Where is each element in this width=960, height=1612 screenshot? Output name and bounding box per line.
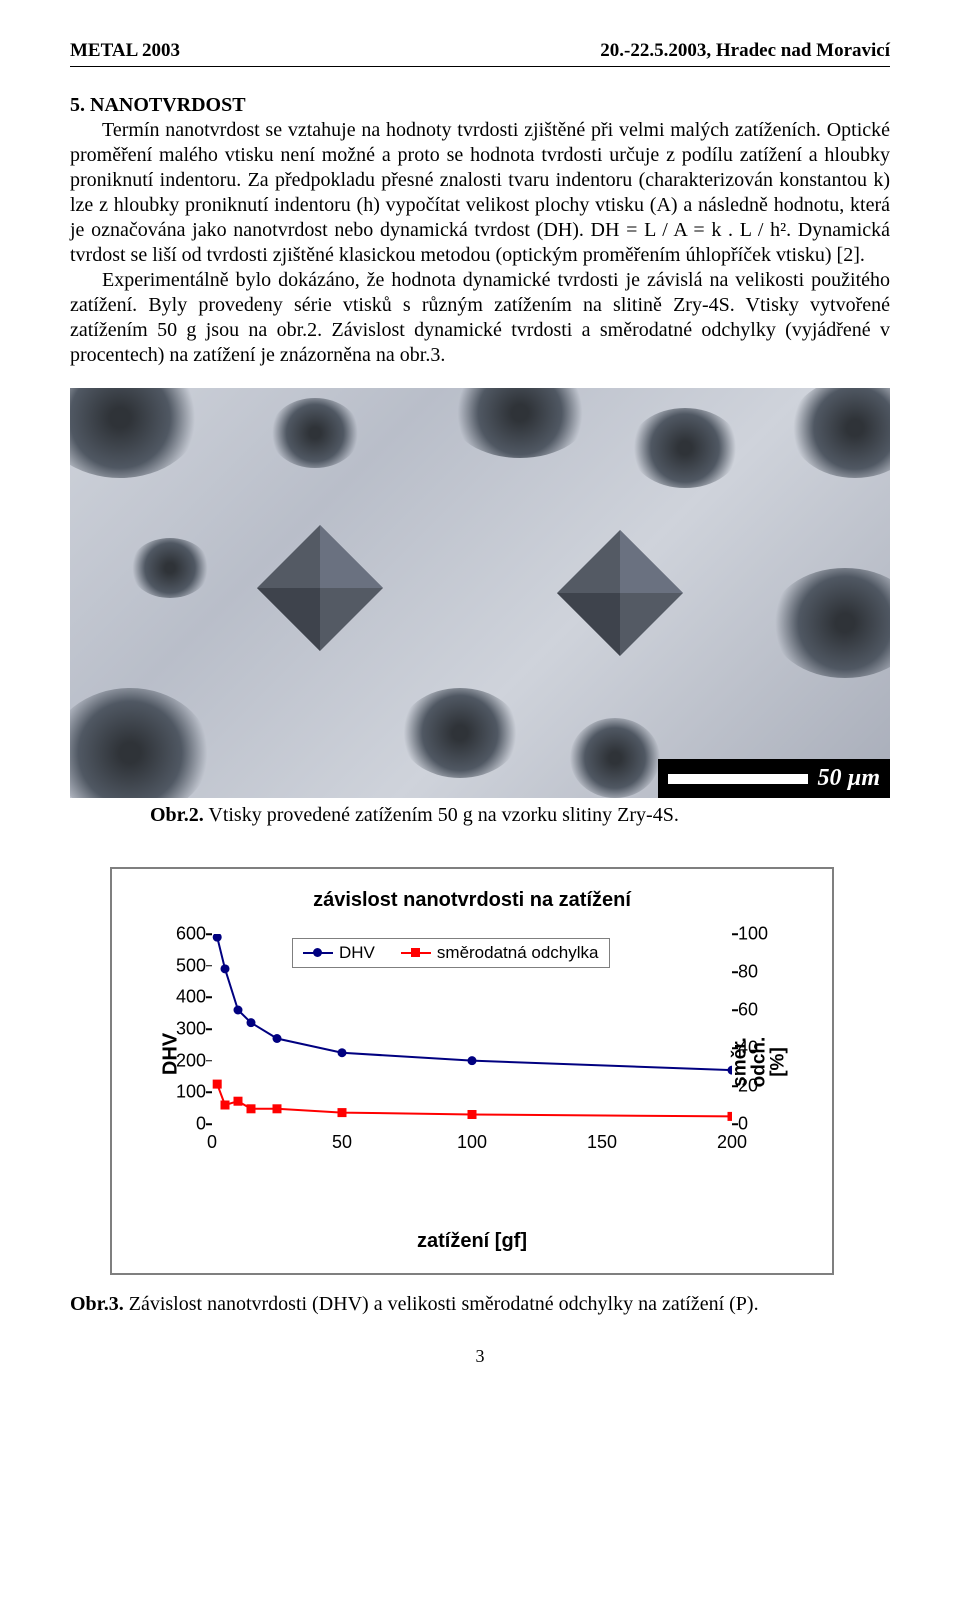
paragraph-1: Termín nanotvrdost se vztahuje na hodnot… — [70, 118, 890, 268]
scalebar-line — [668, 774, 808, 784]
figure-3-chart: závislost nanotvrdosti na zatížení DHV s… — [110, 867, 834, 1275]
y2-tick: 100 — [738, 924, 776, 945]
y2-tick: 80 — [738, 962, 776, 983]
plot-region: DHV směrodatná odchylka 0100200300400500… — [212, 934, 732, 1124]
caption2-bold: Obr.2. — [150, 804, 204, 826]
caption2-rest: Vtisky provedené zatížením 50 g na vzork… — [204, 804, 679, 826]
x-tick: 100 — [457, 1132, 487, 1153]
legend-item-stddev: směrodatná odchylka — [401, 943, 599, 963]
figure-2-caption: Obr.2. Vtisky provedené zatížením 50 g n… — [150, 804, 890, 827]
section-title: NANOTVRDOST — [90, 94, 246, 116]
indent-mark-2 — [550, 523, 690, 663]
y1-tick: 0 — [168, 1114, 206, 1135]
x-tick: 200 — [717, 1132, 747, 1153]
caption3-bold: Obr.3. — [70, 1293, 124, 1315]
y1-tick: 400 — [168, 987, 206, 1008]
chart-legend: DHV směrodatná odchylka — [292, 938, 610, 968]
legend-label-2: směrodatná odchylka — [437, 943, 599, 963]
y1-tick: 600 — [168, 924, 206, 945]
section-heading: 5. NANOTVRDOST — [70, 93, 890, 118]
y1-tick: 200 — [168, 1050, 206, 1071]
x-axis-label: zatížení [gf] — [142, 1230, 802, 1253]
figure-2: 50 µm Obr.2. Vtisky provedené zatížením … — [70, 388, 890, 827]
legend-label-1: DHV — [339, 943, 375, 963]
legend-item-dhv: DHV — [303, 943, 375, 963]
section-number: 5. — [70, 94, 85, 116]
header-rule — [70, 66, 890, 67]
scalebar: 50 µm — [658, 759, 891, 798]
paragraph-2: Experimentálně bylo dokázáno, že hodnota… — [70, 268, 890, 368]
header-right: 20.-22.5.2003, Hradec nad Moravicí — [600, 40, 890, 62]
y1-tick: 300 — [168, 1019, 206, 1040]
y2-tick: 40 — [738, 1038, 776, 1059]
y2-axis-label: směr.odch.[%] — [731, 1007, 788, 1117]
page-number: 3 — [70, 1346, 890, 1367]
y2-tick: 20 — [738, 1076, 776, 1097]
y1-tick: 100 — [168, 1082, 206, 1103]
indent-mark-1 — [250, 518, 390, 658]
caption3-rest: Závislost nanotvrdosti (DHV) a velikosti… — [124, 1293, 759, 1315]
header-left: METAL 2003 — [70, 40, 180, 62]
x-tick: 50 — [332, 1132, 352, 1153]
micrograph-image: 50 µm — [70, 388, 890, 798]
figure-3-caption: Obr.3. Závislost nanotvrdosti (DHV) a ve… — [70, 1293, 890, 1316]
chart-area: DHV směr.odch.[%] DHV směrodatná odchylk… — [212, 924, 732, 1184]
y2-tick: 60 — [738, 1000, 776, 1021]
chart-title: závislost nanotvrdosti na zatížení — [142, 889, 802, 912]
y1-tick: 500 — [168, 955, 206, 976]
page-header: METAL 2003 20.-22.5.2003, Hradec nad Mor… — [70, 40, 890, 62]
x-tick: 150 — [587, 1132, 617, 1153]
x-tick: 0 — [207, 1132, 217, 1153]
scalebar-text: 50 µm — [818, 765, 881, 792]
